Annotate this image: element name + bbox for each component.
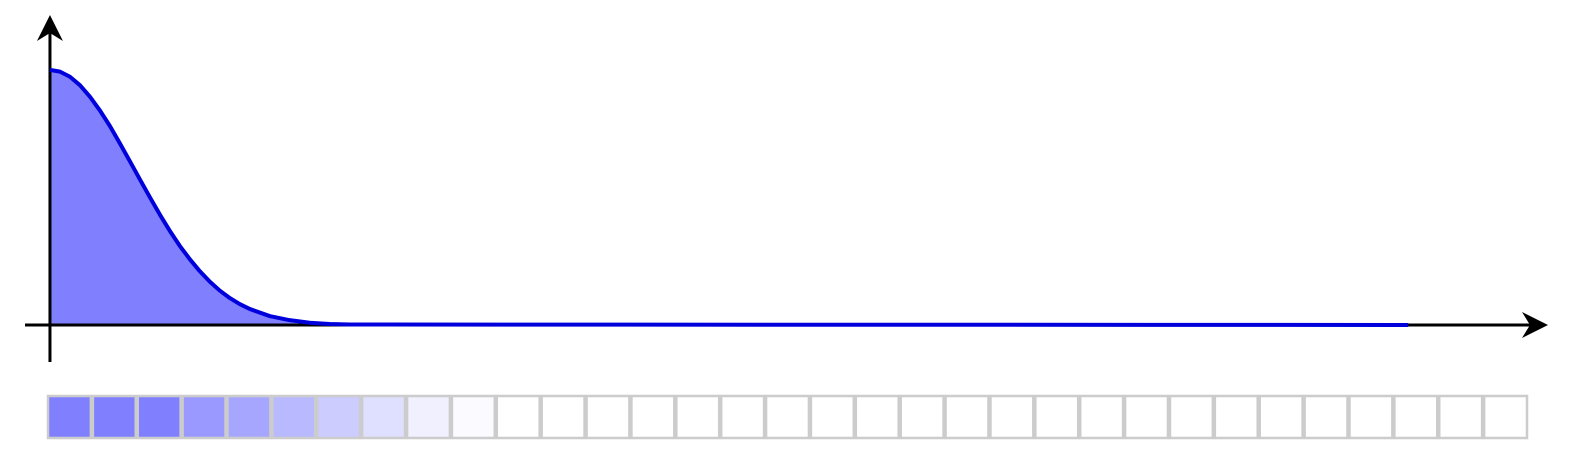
cell [1348, 394, 1394, 440]
cell [1303, 394, 1349, 440]
curve [49, 67, 1409, 327]
cell [405, 394, 452, 440]
cell [1482, 394, 1529, 440]
cell [540, 394, 586, 440]
cell [1437, 394, 1484, 440]
cell [989, 394, 1035, 440]
cell [271, 394, 317, 440]
cell [1078, 394, 1125, 440]
cell [136, 394, 182, 440]
cell [1123, 394, 1170, 440]
cell [1258, 394, 1304, 440]
cell [495, 394, 541, 440]
cell [1213, 394, 1259, 440]
cell [360, 394, 407, 440]
cell [316, 394, 362, 440]
y-arrow [36, 15, 63, 41]
area-fill [49, 69, 1409, 326]
cell [899, 394, 945, 440]
cell [1034, 394, 1080, 440]
cell [764, 394, 811, 440]
cell [585, 394, 631, 440]
cell [854, 394, 900, 440]
cell [630, 394, 676, 440]
cell [181, 394, 227, 440]
cell [1168, 394, 1215, 440]
cell [226, 394, 272, 440]
cell [944, 394, 990, 440]
cell [809, 394, 856, 440]
x-arrow [1522, 312, 1548, 339]
cell [450, 394, 497, 440]
cell [1393, 394, 1439, 440]
cell [46, 394, 93, 440]
cell [719, 394, 766, 440]
cell [675, 394, 721, 440]
cell [91, 394, 138, 440]
